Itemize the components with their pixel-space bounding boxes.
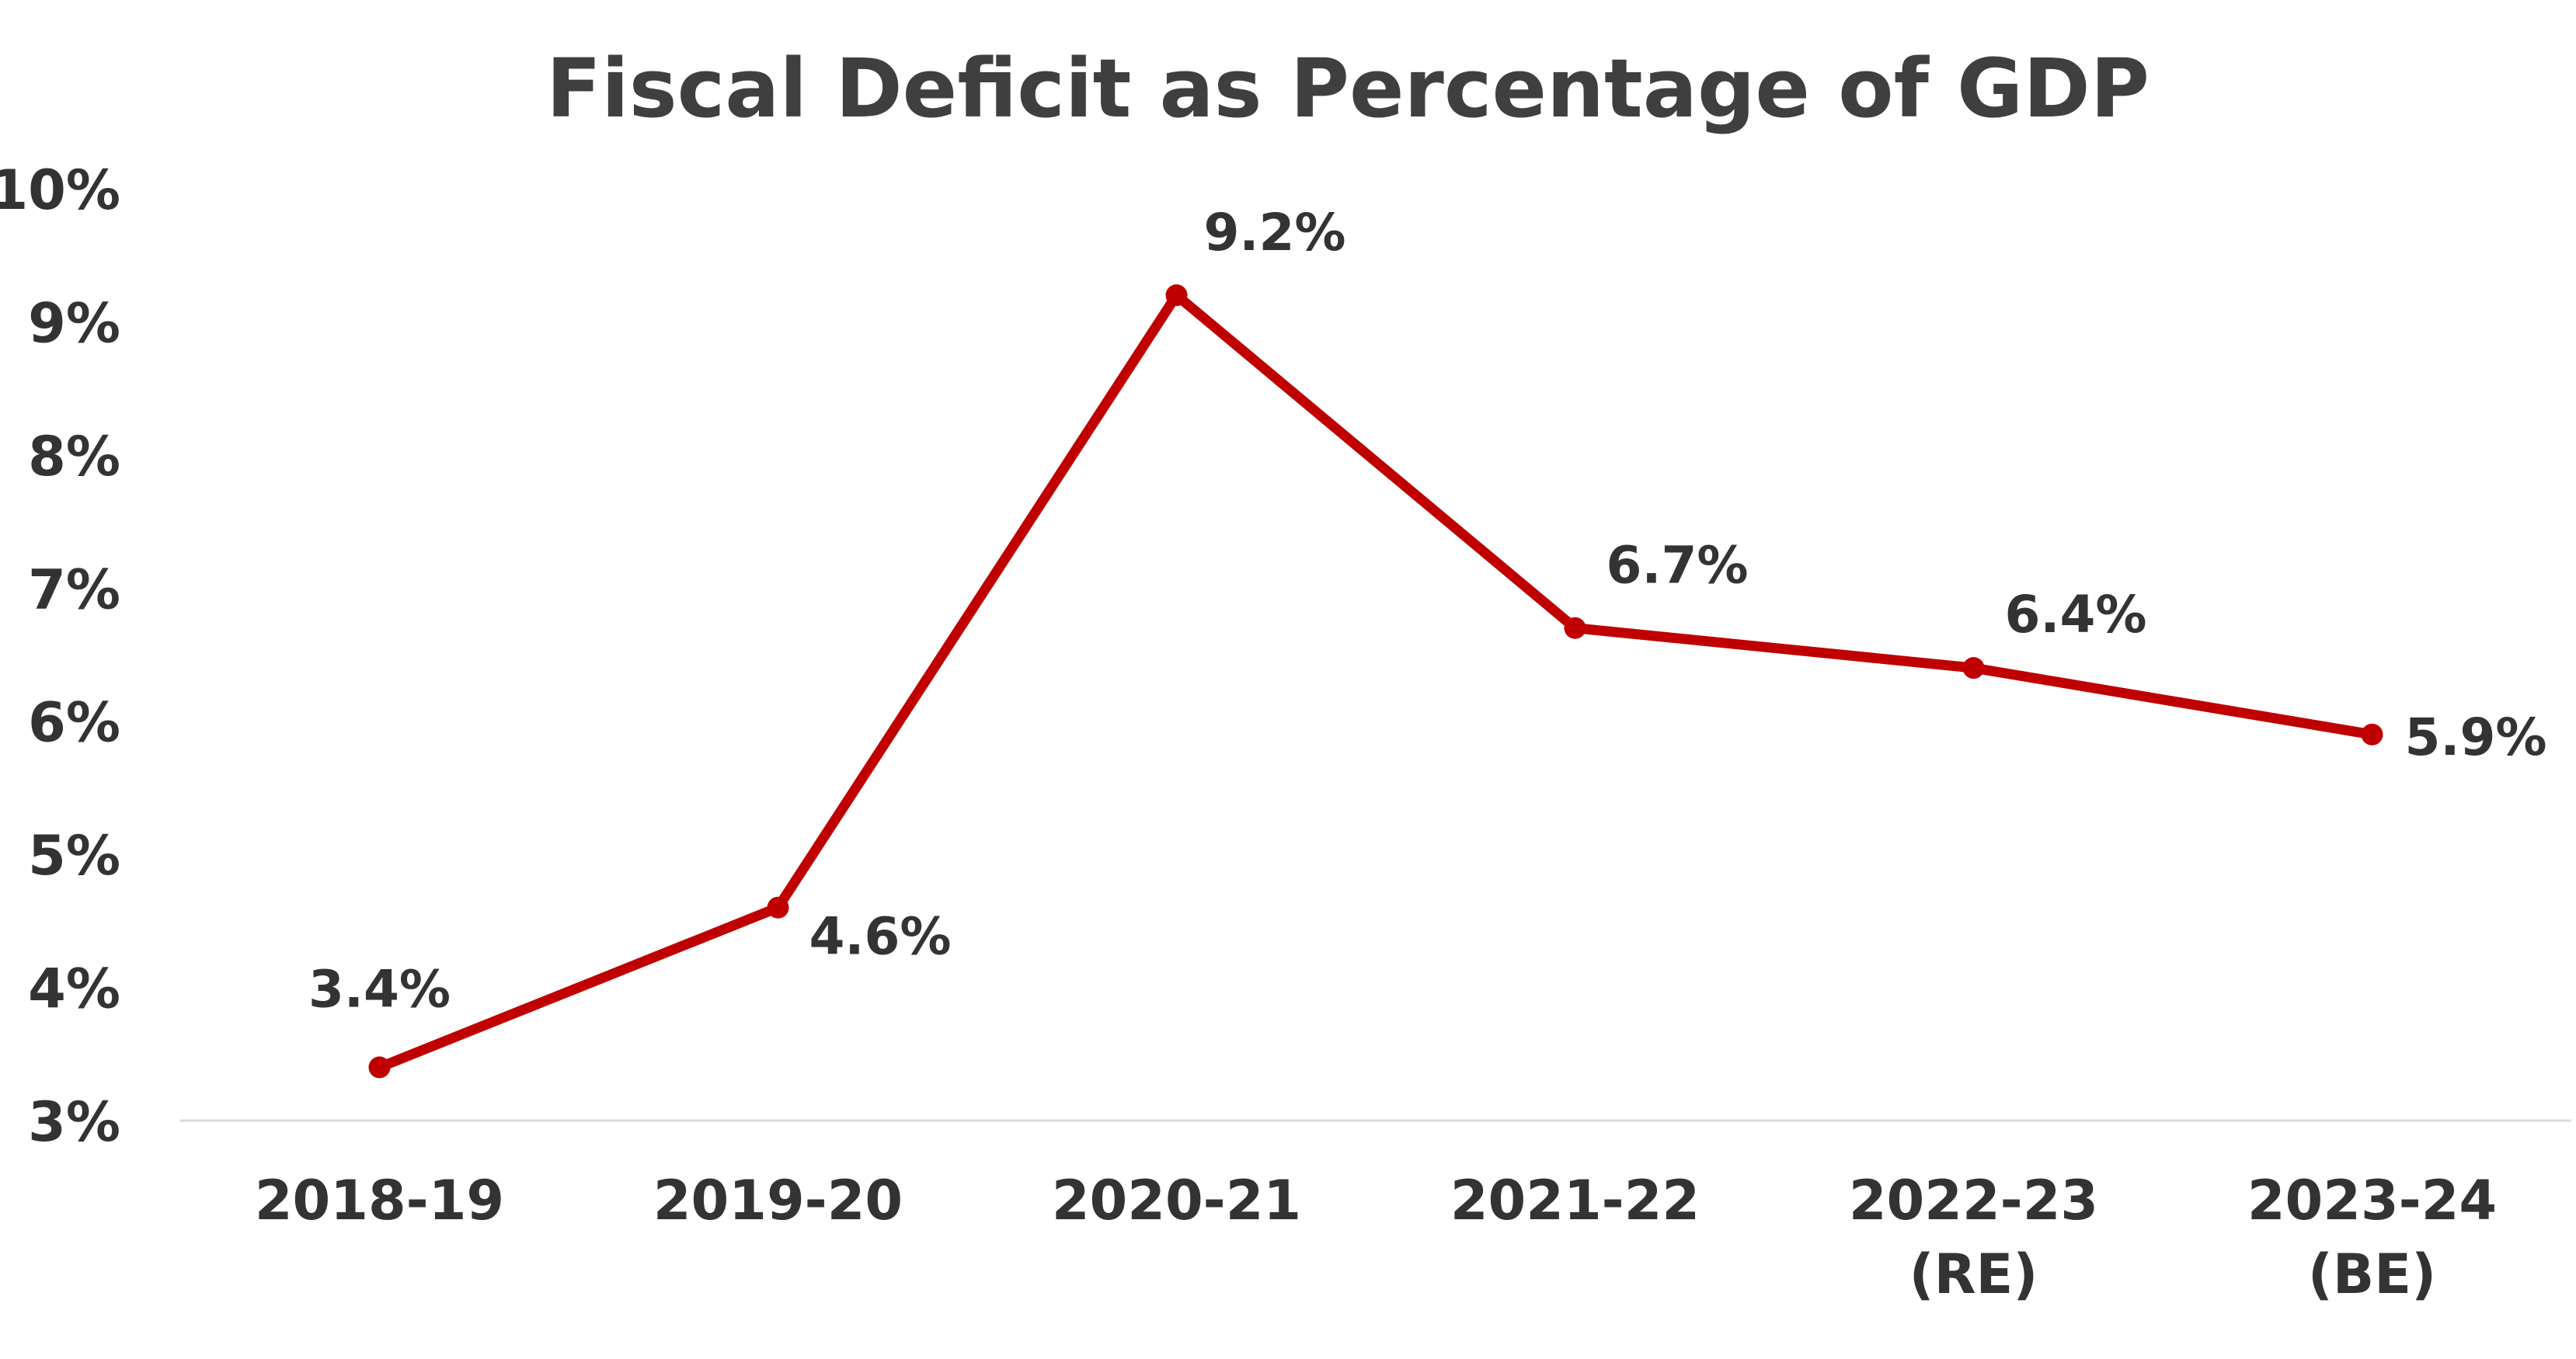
- data-point: [2361, 723, 2383, 746]
- data-point: [767, 896, 789, 919]
- x-tick-label: (BE): [2308, 1243, 2436, 1306]
- y-axis-tick-labels: 3% 4% 5% 6% 7% 8% 9% 10%: [0, 158, 120, 1154]
- x-tick-label: 2023-24: [2247, 1169, 2497, 1232]
- data-label: 3.4%: [308, 959, 451, 1019]
- data-label: 6.7%: [1607, 536, 1749, 596]
- x-tick-label: 2022-23: [1849, 1169, 2098, 1232]
- data-label: 5.9%: [2405, 707, 2547, 767]
- x-tick-label: 2018-19: [255, 1169, 504, 1232]
- fiscal-deficit-series: [368, 284, 2383, 1079]
- data-label: 4.6%: [809, 907, 952, 967]
- x-tick-label: 2020-21: [1052, 1169, 1301, 1232]
- x-tick-label: (RE): [1909, 1243, 2038, 1306]
- y-tick-label: 9%: [28, 291, 120, 355]
- data-label: 9.2%: [1204, 203, 1346, 262]
- data-point: [1962, 657, 1985, 680]
- y-tick-label: 4%: [28, 958, 120, 1021]
- x-axis-tick-labels: 2018-19 2019-20 2020-21 2021-22 2022-23 (RE) 2…: [255, 1169, 2497, 1306]
- data-label: 6.4%: [2005, 585, 2147, 645]
- data-labels: 3.4% 4.6% 9.2% 6.7% 6.4% 5.9%: [308, 203, 2547, 1019]
- y-tick-label: 6%: [28, 691, 120, 755]
- data-point: [1165, 284, 1188, 307]
- chart-title: Fiscal Deficit as Percentage of GDP: [546, 41, 2150, 136]
- y-tick-label: 10%: [0, 158, 120, 222]
- y-tick-label: 3%: [28, 1090, 120, 1154]
- data-point: [1564, 617, 1586, 639]
- data-point: [368, 1056, 391, 1079]
- series-line: [374, 290, 2377, 1072]
- x-tick-label: 2019-20: [653, 1169, 903, 1232]
- y-tick-label: 7%: [28, 558, 120, 621]
- x-tick-label: 2021-22: [1450, 1169, 1700, 1232]
- y-tick-label: 8%: [28, 425, 120, 488]
- y-tick-label: 5%: [28, 824, 120, 888]
